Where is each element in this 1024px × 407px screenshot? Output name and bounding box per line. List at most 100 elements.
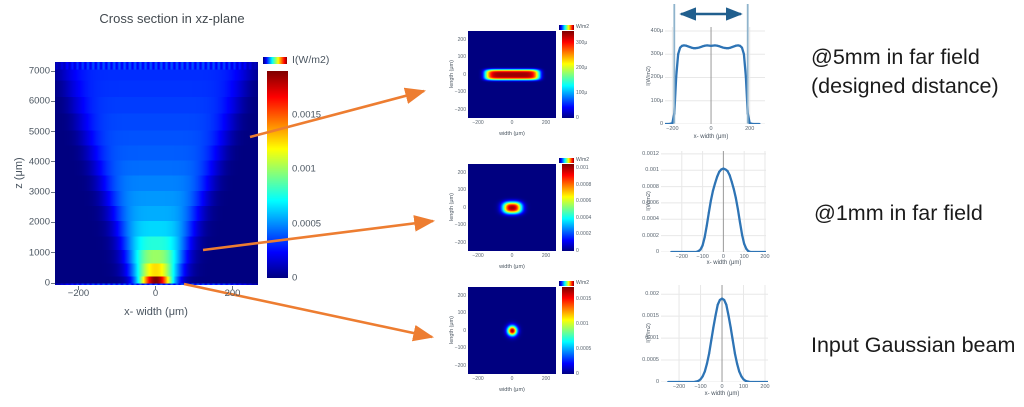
tick-mark <box>51 191 55 193</box>
main-colorbar-label: I(W/m2) <box>292 54 330 66</box>
tick-mark <box>51 282 55 284</box>
tick-label: 0 <box>510 376 514 382</box>
main-heatmap-canvas <box>55 62 258 285</box>
tick-mark <box>155 285 156 290</box>
tick-label: 0.0005 <box>642 357 659 364</box>
tick-label: −200 <box>472 253 484 259</box>
tick-label: 200 <box>541 120 551 126</box>
tick-label: −200 <box>666 126 679 132</box>
note-5mm-line2: (designed distance) <box>811 74 999 98</box>
tick-label: 0.0015 <box>642 313 659 320</box>
tick-label: 1000 <box>28 247 50 259</box>
tick-label: 0.001 <box>645 167 659 174</box>
map-1mm-colorbar-label: W/m2 <box>576 157 590 163</box>
tick-label: 0.002 <box>645 291 659 298</box>
tick-label: −200 <box>454 239 466 246</box>
tick-label: 200 <box>760 254 770 260</box>
tick-label: 0 <box>720 384 724 390</box>
tick-label: −100 <box>454 89 466 95</box>
map-input-canvas <box>468 287 556 374</box>
profile-5mm-canvas <box>665 27 765 124</box>
tick-label: 0 <box>463 327 466 334</box>
tick-label: 4000 <box>28 156 50 168</box>
tick-label: 0.0005 <box>292 218 322 230</box>
tick-label: 6000 <box>28 95 50 107</box>
tick-label: 100μ <box>650 97 663 104</box>
map-5mm-canvas <box>468 31 556 118</box>
tick-label: 0 <box>659 121 663 127</box>
tick-label: −200 <box>472 120 484 126</box>
tick-label: 0.001 <box>292 163 316 175</box>
tick-label: −100 <box>696 254 709 260</box>
tick-mark <box>51 131 55 133</box>
map-1mm-canvas <box>468 164 556 251</box>
map-input-colorbar-label: W/m2 <box>576 280 590 286</box>
main-colorbar <box>267 71 288 278</box>
tick-label: −200 <box>472 376 484 382</box>
profile-input-canvas <box>661 285 768 382</box>
tick-label: 400μ <box>650 27 663 34</box>
tick-label: 200 <box>457 292 466 299</box>
profile-1mm-canvas <box>661 151 766 252</box>
tick-label: 0.0006 <box>576 198 592 205</box>
tick-mark <box>51 221 55 223</box>
tick-label: 0 <box>576 248 579 254</box>
tick-label: −200 <box>672 384 686 390</box>
tick-label: 200 <box>745 126 755 132</box>
profile-5mm-x-axis-label: x- width (μm) <box>693 134 729 140</box>
tick-label: 0 <box>463 204 466 211</box>
tick-label: −100 <box>454 345 466 351</box>
tick-mark <box>51 161 55 163</box>
tick-label: 3000 <box>28 186 50 198</box>
arrow-main-to-input-map <box>183 282 435 342</box>
note-input: Input Gaussian beam <box>811 333 1016 357</box>
tick-mark <box>51 70 55 72</box>
profile-1mm-x-axis-label: x- width (μm) <box>706 260 742 266</box>
tick-label: 0.0008 <box>642 183 659 190</box>
tick-label: 300μ <box>576 40 588 47</box>
map-input-y-axis-label: length (μm) <box>449 316 455 344</box>
tick-label: 0.0006 <box>642 199 659 206</box>
tick-label: 0.0004 <box>576 214 592 221</box>
main-plot-title: Cross section in xz-plane <box>99 11 245 26</box>
tick-label: 0 <box>510 253 514 259</box>
tick-label: 0 <box>721 254 725 260</box>
tick-label: −100 <box>454 222 466 228</box>
tick-mark <box>78 285 79 290</box>
map-input-colorbar <box>562 287 574 374</box>
map-input-x-axis-label: width (μm) <box>499 387 525 393</box>
tick-label: 0.001 <box>576 321 589 328</box>
tick-label: 5000 <box>28 126 50 138</box>
tick-label: −200 <box>67 288 90 299</box>
colorbar-legend-icon <box>559 158 574 163</box>
map-1mm-y-axis-label: length (μm) <box>449 193 455 221</box>
tick-label: 0.0002 <box>576 231 592 238</box>
tick-label: 100 <box>738 384 749 390</box>
colorbar-legend-icon <box>559 281 574 286</box>
note-1mm: @1mm in far field <box>814 201 983 225</box>
tick-label: −100 <box>694 384 707 390</box>
tick-label: −200 <box>675 254 688 260</box>
tick-label: 0 <box>292 272 298 284</box>
tick-label: 0.0015 <box>576 296 592 303</box>
tick-label: 0.0008 <box>576 181 592 188</box>
tick-label: 200μ <box>576 65 588 72</box>
tick-label: 0 <box>463 71 466 78</box>
tick-label: 0 <box>510 120 514 126</box>
tick-label: 300μ <box>650 51 663 58</box>
tick-label: 200 <box>224 288 241 299</box>
tick-label: 200μ <box>650 74 663 81</box>
tick-mark <box>232 285 233 290</box>
colorbar-legend-icon <box>559 25 574 30</box>
tick-label: −200 <box>454 362 466 369</box>
tick-label: 7000 <box>28 65 50 77</box>
tick-label: 0 <box>576 115 579 121</box>
tick-label: 2000 <box>28 216 50 228</box>
tick-label: 200 <box>760 384 770 390</box>
tick-mark <box>51 100 55 102</box>
tick-label: 200 <box>457 169 466 176</box>
map-5mm-y-axis-label: length (μm) <box>449 60 455 88</box>
profile-input-x-axis-label: x- width (μm) <box>704 391 740 397</box>
tick-mark <box>51 252 55 254</box>
